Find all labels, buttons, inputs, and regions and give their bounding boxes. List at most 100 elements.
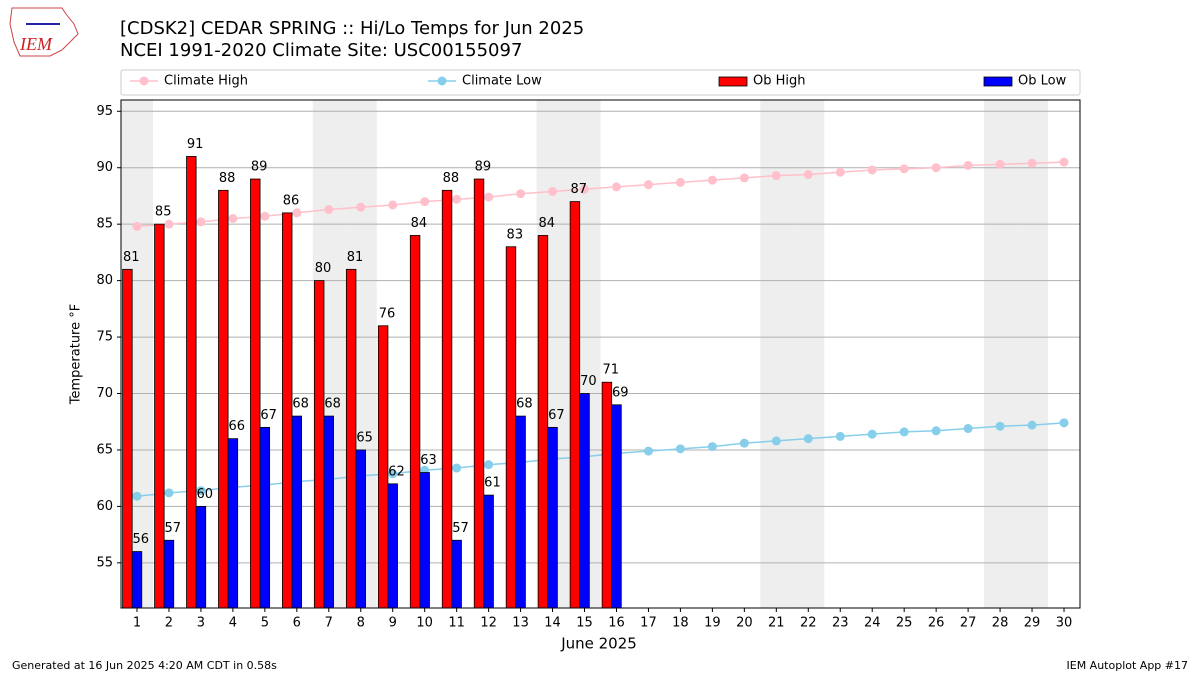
bar xyxy=(313,280,325,609)
bar xyxy=(387,483,398,609)
line-marker xyxy=(611,182,621,192)
logo: IEM xyxy=(9,7,79,57)
data-label: 61 xyxy=(484,476,501,491)
bar xyxy=(547,426,558,609)
bar xyxy=(537,235,549,609)
data-label: 67 xyxy=(260,408,277,423)
line-marker xyxy=(675,444,685,454)
x-tick-label: 14 xyxy=(544,616,561,631)
x-tick-label: 6 xyxy=(293,616,301,631)
logo-outline xyxy=(9,7,79,57)
x-tick-label: 13 xyxy=(512,616,529,631)
y-tick-label: 65 xyxy=(96,442,113,457)
legend-label[interactable]: Climate Low xyxy=(462,74,542,89)
data-label: 63 xyxy=(420,453,437,468)
bar xyxy=(259,426,271,609)
footer-left: Generated at 16 Jun 2025 4:20 AM CDT in … xyxy=(12,659,277,672)
legend-swatch xyxy=(718,76,748,87)
x-tick-label: 8 xyxy=(357,616,365,631)
data-label: 68 xyxy=(292,397,309,412)
x-tick-label: 28 xyxy=(992,616,1009,631)
data-label: 84 xyxy=(539,216,556,231)
line-marker xyxy=(388,200,398,210)
x-tick-label: 16 xyxy=(608,616,625,631)
line-marker xyxy=(228,214,238,224)
y-tick-label: 95 xyxy=(96,104,113,119)
x-tick-label: 11 xyxy=(448,616,465,631)
x-tick-label: 19 xyxy=(704,616,721,631)
bar xyxy=(122,268,133,609)
line-marker xyxy=(963,160,973,170)
line-marker xyxy=(452,194,462,204)
data-label: 65 xyxy=(356,430,373,445)
bar xyxy=(154,223,165,609)
bar xyxy=(569,201,581,609)
x-tick-label: 25 xyxy=(896,616,913,631)
x-tick-label: 29 xyxy=(1024,616,1041,631)
legend-label[interactable]: Ob High xyxy=(753,74,806,89)
y-tick-label: 70 xyxy=(96,386,113,401)
x-tick-label: 4 xyxy=(229,616,237,631)
line-marker xyxy=(260,211,270,221)
legend-box xyxy=(120,69,1081,96)
line-marker xyxy=(1027,420,1037,430)
line-marker xyxy=(867,429,877,439)
y-tick-label: 75 xyxy=(96,330,113,345)
bar xyxy=(131,551,143,609)
bar xyxy=(601,381,613,609)
x-tick-label: 22 xyxy=(800,616,817,631)
x-tick-label: 21 xyxy=(768,616,785,631)
data-label: 83 xyxy=(507,227,524,242)
line-marker xyxy=(835,431,845,441)
line-marker xyxy=(803,434,813,444)
weekend-band xyxy=(760,100,793,608)
data-label: 70 xyxy=(580,374,597,389)
line-marker xyxy=(132,221,142,231)
line-marker xyxy=(1059,418,1069,428)
line-marker xyxy=(132,491,142,501)
line-marker xyxy=(484,460,494,470)
data-label: 57 xyxy=(452,521,469,536)
line-marker xyxy=(739,173,749,183)
line-marker xyxy=(420,197,430,207)
y-tick-label: 80 xyxy=(96,273,113,288)
x-axis-label: June 2025 xyxy=(560,635,637,653)
line-marker xyxy=(580,184,590,194)
line-marker xyxy=(931,426,941,436)
line-marker xyxy=(963,424,973,434)
bar xyxy=(377,325,389,609)
line-marker xyxy=(292,208,302,218)
data-label: 57 xyxy=(165,521,182,536)
bar xyxy=(515,415,526,609)
x-tick-label: 10 xyxy=(416,616,433,631)
line-marker xyxy=(835,167,845,177)
y-tick-label: 90 xyxy=(96,160,113,175)
bar xyxy=(611,404,622,609)
bar xyxy=(345,268,357,609)
line-marker xyxy=(931,163,941,173)
legend-label[interactable]: Climate High xyxy=(164,74,248,89)
data-label: 69 xyxy=(612,385,629,400)
data-label: 68 xyxy=(324,397,341,412)
data-label: 88 xyxy=(443,171,460,186)
data-label: 67 xyxy=(548,408,565,423)
line-marker xyxy=(707,442,717,452)
data-label: 66 xyxy=(228,419,245,434)
line-marker xyxy=(771,436,781,446)
data-label: 71 xyxy=(602,363,619,378)
bar xyxy=(195,505,207,609)
line-marker xyxy=(899,164,909,174)
x-tick-label: 2 xyxy=(165,616,173,631)
y-tick-label: 85 xyxy=(96,217,113,232)
line-marker xyxy=(1059,157,1069,167)
plot-frame xyxy=(120,99,1081,609)
data-label: 91 xyxy=(187,137,204,152)
legend-label[interactable]: Ob Low xyxy=(1018,74,1067,89)
line-marker xyxy=(867,165,877,175)
bar xyxy=(227,438,239,609)
bar xyxy=(355,449,366,609)
bar xyxy=(483,494,494,609)
line-marker xyxy=(995,159,1005,169)
line-marker xyxy=(484,192,494,202)
